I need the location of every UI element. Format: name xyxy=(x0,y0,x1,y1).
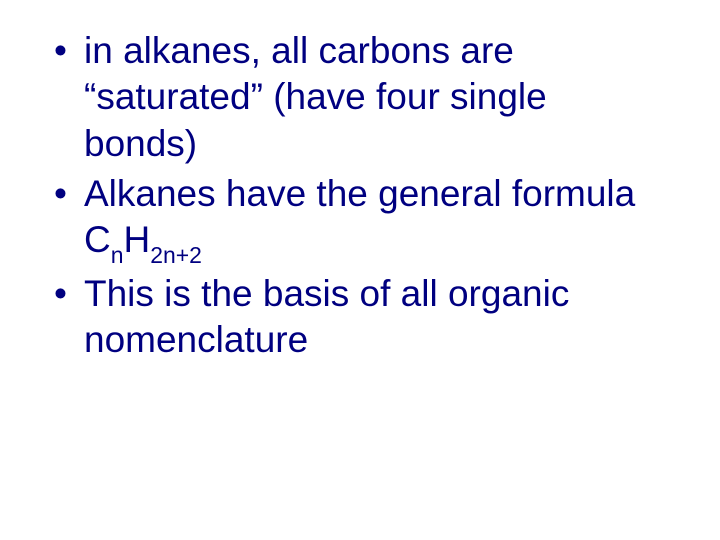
bullet-text-mid: H xyxy=(124,219,151,260)
bullet-text: This is the basis of all organic nomencl… xyxy=(84,273,569,360)
bullet-item: This is the basis of all organic nomencl… xyxy=(50,271,670,364)
slide: in alkanes, all carbons are “saturated” … xyxy=(50,28,670,364)
bullet-item: in alkanes, all carbons are “saturated” … xyxy=(50,28,670,167)
subscript: 2n+2 xyxy=(150,242,202,268)
bullet-list: in alkanes, all carbons are “saturated” … xyxy=(50,28,670,364)
subscript: n xyxy=(111,242,124,268)
bullet-item: Alkanes have the general formula CnH2n+2 xyxy=(50,171,670,267)
bullet-text: in alkanes, all carbons are “saturated” … xyxy=(84,30,547,164)
